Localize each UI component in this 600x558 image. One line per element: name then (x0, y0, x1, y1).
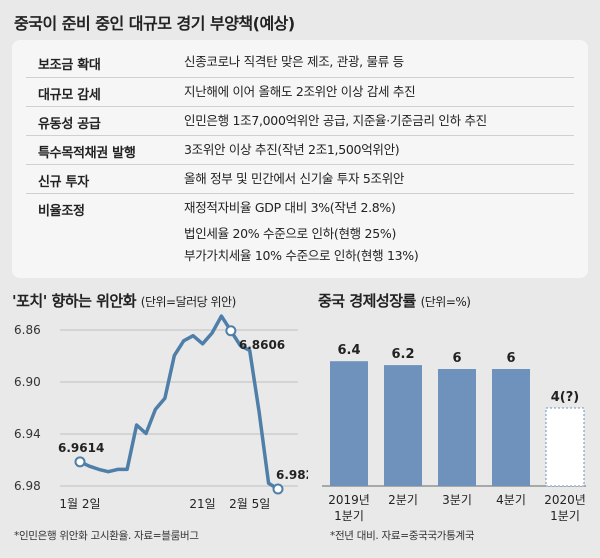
data-label: 6.9823 (276, 468, 308, 482)
bar-value-label: 6.2 (391, 347, 414, 362)
line-chart-source: *인민은행 위안화 고시환율. 자료=블룸버그 (14, 530, 199, 542)
bar-value-label: 6.4 (337, 343, 360, 358)
bar-chart-svg: 6.4 2019년 1분기 6.2 2분기 6 3분기 6 4분기 4(?) 2020년 1분기 (322, 343, 586, 522)
yuan-series-line (78, 314, 280, 491)
policy-table: 보조금 확대 신종코로나 직격탄 맞은 제조, 관광, 물류 등 대규모 감세 … (12, 40, 588, 278)
x-tick-label: 2월 5일 (229, 497, 270, 511)
x-category-label: 1분기 (550, 509, 580, 522)
chart-unit: (단위=%) (420, 295, 471, 309)
chart-title: '포치' 향하는 위안화 (단위=달러당 위안) (12, 290, 236, 311)
bar-value-label: 6 (506, 351, 515, 366)
growth-bar (330, 361, 368, 486)
growth-bar (492, 369, 530, 486)
policy-value: 법인세율 20% 수준으로 인하(현행 25%) (184, 226, 397, 241)
policy-key: 보조금 확대 (38, 58, 101, 73)
policy-value: 지난해에 이어 올해도 2조위안 이상 감세 추진 (184, 84, 416, 99)
data-point-marker (74, 456, 86, 468)
data-point-marker (272, 483, 284, 495)
policy-row: 특수목적채권 발행 3조위안 이상 추진(작년 2조1,500억위안) (26, 135, 574, 164)
data-point-marker (225, 325, 237, 337)
x-tick-label: 21일 (189, 497, 215, 511)
line-chart-svg: 6.86 6.90 6.94 6.98 6.9614 6.8606 6.9823 1월 2일 2… (14, 314, 308, 511)
policy-key: 비율조정 (38, 204, 85, 219)
policy-key: 대규모 감세 (38, 88, 101, 103)
chart-title-text: 중국 경제성장률 (318, 292, 416, 310)
x-category-label: 3분기 (442, 493, 472, 507)
policy-row: 신규 투자 올해 정부 및 민간에서 신기술 투자 5조위안 (26, 164, 574, 193)
bar-value-label: 6 (452, 351, 461, 366)
policy-key: 유동성 공급 (38, 117, 101, 132)
y-tick-label: 6.94 (14, 427, 41, 441)
policy-key: 특수목적채권 발행 (38, 146, 136, 161)
bar-value-label: 4(?) (551, 390, 579, 405)
policy-value: 부가가치세율 10% 수준으로 인하(현행 13%) (184, 248, 419, 263)
chart-title-text: '포치' 향하는 위안화 (12, 292, 137, 310)
x-category-label: 2020년 (544, 493, 586, 507)
policy-value: 3조위안 이상 추진(작년 2조1,500억위안) (184, 142, 400, 157)
policy-row: 유동성 공급 인민은행 1조7,000억위안 공급, 지준율·기준금리 인하 추… (26, 106, 574, 135)
policy-value: 인민은행 1조7,000억위안 공급, 지준율·기준금리 인하 추진 (184, 113, 487, 128)
growth-chart: 중국 경제성장률 (단위=%) 6.4 2019년 1분기 6.2 2분기 6 3분기 6 4분… (318, 290, 590, 540)
data-label: 6.8606 (239, 338, 285, 352)
policy-row: 보조금 확대 신종코로나 직격탄 맞은 제조, 관광, 물류 등 (26, 48, 574, 77)
growth-bar (384, 365, 422, 486)
y-tick-label: 6.86 (14, 323, 41, 337)
x-category-label: 2분기 (388, 493, 418, 507)
growth-bar (545, 407, 585, 487)
chart-unit: (단위=달러당 위안) (140, 295, 237, 309)
policy-value: 올해 정부 및 민간에서 신기술 투자 5조위안 (184, 171, 405, 186)
x-category-label: 4분기 (496, 493, 526, 507)
y-tick-label: 6.90 (14, 375, 41, 389)
bar-chart-source: *전년 대비. 자료=중국국가통계국 (330, 530, 475, 542)
policy-value: 재정적자비율 GDP 대비 3%(작년 2.8%) (184, 200, 396, 215)
x-tick-label: 1월 2일 (59, 497, 100, 511)
y-tick-label: 6.98 (14, 479, 41, 493)
policy-value: 신종코로나 직격탄 맞은 제조, 관광, 물류 등 (184, 54, 404, 69)
policy-row: 대규모 감세 지난해에 이어 올해도 2조위안 이상 감세 추진 (26, 77, 574, 106)
chart-title: 중국 경제성장률 (단위=%) (318, 290, 471, 311)
policy-key: 신규 투자 (38, 175, 89, 190)
x-category-label: 1분기 (334, 509, 364, 522)
page-title: 중국이 준비 중인 대규모 경기 부양책(예상) (14, 14, 295, 33)
data-label: 6.9614 (58, 441, 104, 455)
yuan-chart: '포치' 향하는 위안화 (단위=달러당 위안) 6.86 6.90 6.94 6.9… (12, 290, 308, 540)
growth-bar (438, 369, 476, 486)
policy-row: 비율조정 재정적자비율 GDP 대비 3%(작년 2.8%) 법인세율 20% … (26, 193, 574, 271)
x-category-label: 2019년 (328, 493, 370, 507)
